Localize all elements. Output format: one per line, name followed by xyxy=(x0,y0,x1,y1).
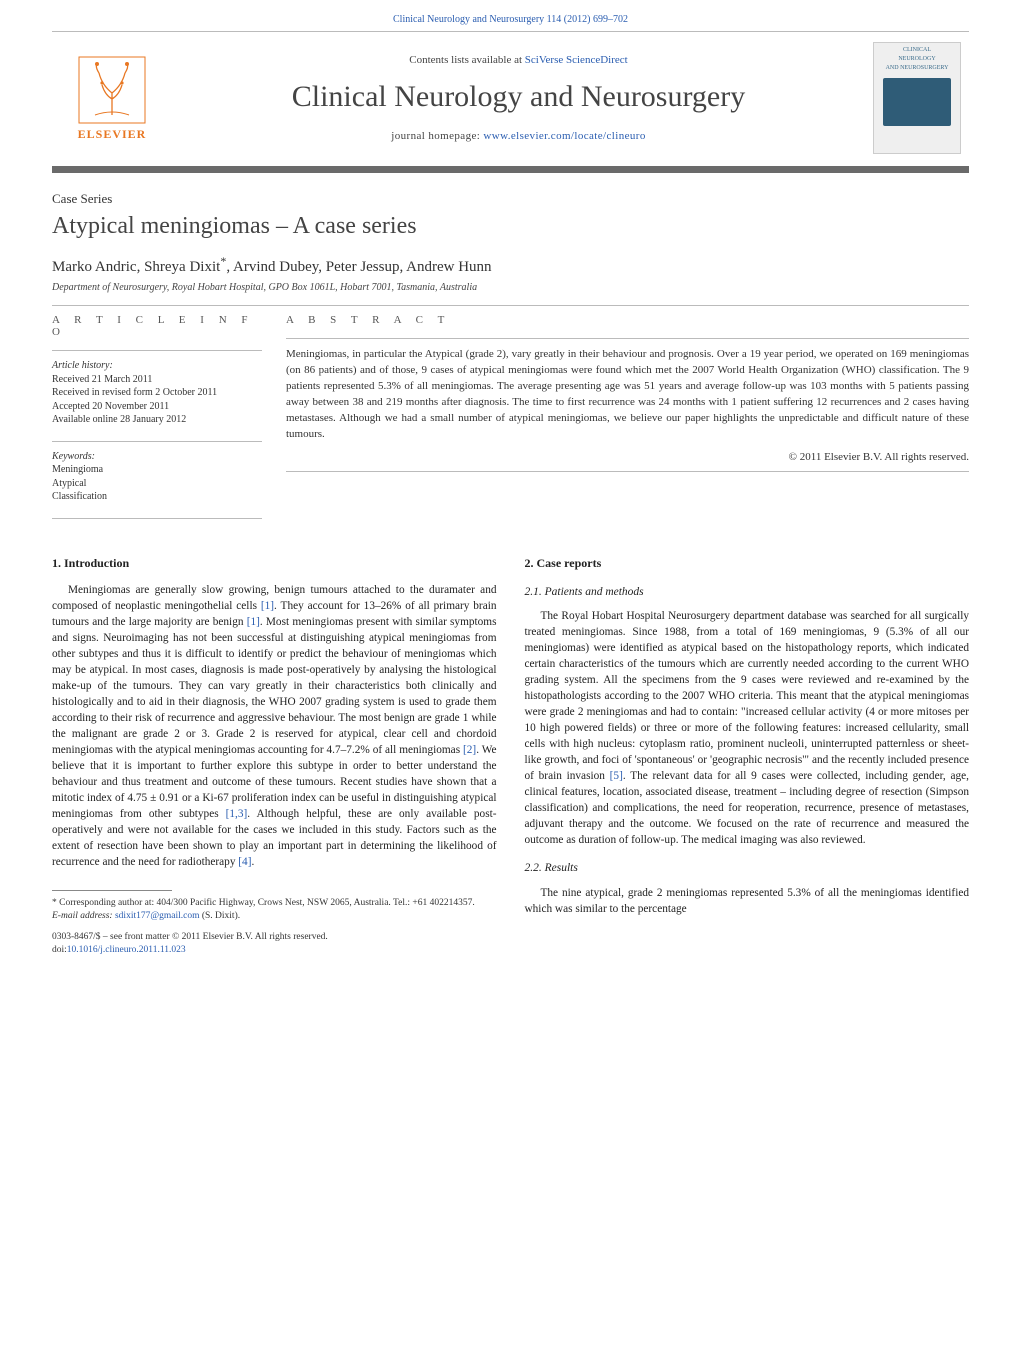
divider xyxy=(286,471,969,472)
ref-link[interactable]: [4] xyxy=(238,856,251,868)
authors-part2: , Arvind Dubey, Peter Jessup, Andrew Hun… xyxy=(226,259,491,275)
doi-link[interactable]: 10.1016/j.clineuro.2011.11.023 xyxy=(67,945,186,955)
doi-prefix: doi: xyxy=(52,945,67,955)
authors-part1: Marko Andric, Shreya Dixit xyxy=(52,259,220,275)
divider xyxy=(52,441,262,442)
patients-methods-heading: 2.1. Patients and methods xyxy=(525,584,970,600)
contents-prefix: Contents lists available at xyxy=(409,54,524,66)
corr-address: * Corresponding author at: 404/300 Pacif… xyxy=(52,897,497,910)
results-paragraph: The nine atypical, grade 2 meningiomas r… xyxy=(525,885,970,917)
article-type: Case Series xyxy=(52,191,969,207)
page-footer: 0303-8467/$ – see front matter © 2011 El… xyxy=(52,931,969,957)
keyword: Atypical xyxy=(52,477,262,491)
footnote-separator xyxy=(52,890,172,891)
online-date: Available online 28 January 2012 xyxy=(52,413,262,427)
email-suffix: (S. Dixit). xyxy=(199,911,240,921)
elsevier-tree-icon xyxy=(77,55,147,125)
sciencedirect-link[interactable]: SciVerse ScienceDirect xyxy=(525,54,628,66)
homepage-line: journal homepage: www.elsevier.com/locat… xyxy=(182,130,855,142)
keywords: Keywords: Meningioma Atypical Classifica… xyxy=(52,450,262,504)
right-column: 2. Case reports 2.1. Patients and method… xyxy=(525,553,970,923)
journal-title: Clinical Neurology and Neurosurgery xyxy=(182,80,855,114)
history-label: Article history: xyxy=(52,359,262,373)
cover-image-placeholder xyxy=(883,78,951,126)
keyword: Meningioma xyxy=(52,463,262,477)
text-span: The Royal Hobart Hospital Neurosurgery d… xyxy=(525,610,970,782)
cover-text: CLINICAL xyxy=(903,47,931,53)
divider xyxy=(52,350,262,351)
divider xyxy=(286,338,969,339)
case-reports-heading: 2. Case reports xyxy=(525,555,970,572)
masthead: ELSEVIER Contents lists available at Sci… xyxy=(52,31,969,173)
accepted-date: Accepted 20 November 2011 xyxy=(52,400,262,414)
received-date: Received 21 March 2011 xyxy=(52,373,262,387)
ref-link[interactable]: [1] xyxy=(247,616,260,628)
ref-link[interactable]: [1,3] xyxy=(226,808,248,820)
article-title: Atypical meningiomas – A case series xyxy=(52,213,969,240)
running-header: Clinical Neurology and Neurosurgery 114 … xyxy=(0,0,1021,31)
cover-text: NEUROLOGY xyxy=(898,56,935,62)
keywords-label: Keywords: xyxy=(52,450,262,464)
email-link[interactable]: sdixit177@gmail.com xyxy=(115,911,199,921)
header-citation-link[interactable]: Clinical Neurology and Neurosurgery 114 … xyxy=(393,14,628,25)
contents-line: Contents lists available at SciVerse Sci… xyxy=(182,54,855,66)
revised-date: Received in revised form 2 October 2011 xyxy=(52,386,262,400)
article-history: Article history: Received 21 March 2011 … xyxy=(52,359,262,427)
left-column: 1. Introduction Meningiomas are generall… xyxy=(52,553,497,923)
elsevier-logo: ELSEVIER xyxy=(60,42,164,154)
journal-homepage-link[interactable]: www.elsevier.com/locate/clineuro xyxy=(483,130,645,142)
text-span: . xyxy=(251,856,254,868)
elsevier-name: ELSEVIER xyxy=(78,127,147,142)
cover-text: AND NEUROSURGERY xyxy=(886,65,949,71)
ref-link[interactable]: [5] xyxy=(610,770,623,782)
email-label: E-mail address: xyxy=(52,911,115,921)
article-info-heading: a r t i c l e i n f o xyxy=(52,314,262,338)
divider xyxy=(52,518,262,519)
abstract-heading: a b s t r a c t xyxy=(286,314,969,326)
corresponding-footnote: * Corresponding author at: 404/300 Pacif… xyxy=(52,897,497,923)
issn-line: 0303-8467/$ – see front matter © 2011 El… xyxy=(52,931,497,944)
results-heading: 2.2. Results xyxy=(525,860,970,876)
intro-heading: 1. Introduction xyxy=(52,555,497,572)
affiliation: Department of Neurosurgery, Royal Hobart… xyxy=(52,282,969,293)
text-span: . Most meningiomas present with similar … xyxy=(52,616,497,756)
divider xyxy=(52,305,969,306)
journal-cover-thumbnail: CLINICAL NEUROLOGY AND NEUROSURGERY xyxy=(873,42,961,154)
author-list: Marko Andric, Shreya Dixit*, Arvind Dube… xyxy=(52,254,969,276)
abstract-text: Meningiomas, in particular the Atypical … xyxy=(286,347,969,443)
abstract-copyright: © 2011 Elsevier B.V. All rights reserved… xyxy=(286,451,969,463)
intro-paragraph: Meningiomas are generally slow growing, … xyxy=(52,582,497,871)
ref-link[interactable]: [1] xyxy=(261,600,274,612)
homepage-prefix: journal homepage: xyxy=(391,130,483,142)
patients-paragraph: The Royal Hobart Hospital Neurosurgery d… xyxy=(525,608,970,848)
keyword: Classification xyxy=(52,490,262,504)
ref-link[interactable]: [2] xyxy=(463,744,476,756)
